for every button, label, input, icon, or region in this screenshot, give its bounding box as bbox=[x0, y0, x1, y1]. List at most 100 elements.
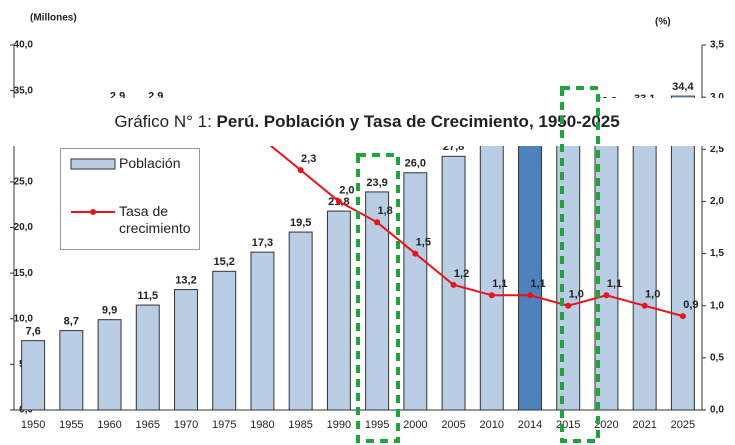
line-point bbox=[144, 104, 151, 111]
x-tick-label: 2010 bbox=[480, 419, 504, 431]
line-value-label: 1,0 bbox=[569, 289, 584, 301]
y2-axis-label: (%) bbox=[655, 17, 671, 28]
bar bbox=[594, 110, 619, 411]
y2-tick-label: 0,5 bbox=[710, 352, 724, 363]
x-tick-label: 2000 bbox=[403, 419, 427, 431]
bar-value-label: 15,2 bbox=[214, 256, 235, 268]
line-value-label: 2,9 bbox=[110, 90, 125, 102]
legend-swatch bbox=[71, 209, 115, 215]
bar bbox=[59, 330, 84, 411]
x-tick-label: 2025 bbox=[671, 419, 695, 431]
bar-value-label: 31,2 bbox=[558, 110, 579, 122]
y-tick-label: 25,0 bbox=[14, 177, 34, 188]
line-value-label: 1,1 bbox=[530, 278, 545, 290]
line-point bbox=[30, 135, 37, 142]
x-tick-label: 2014 bbox=[518, 419, 542, 431]
line-point bbox=[297, 167, 304, 174]
x-tick-label: 2020 bbox=[594, 419, 618, 431]
line-point bbox=[603, 292, 610, 299]
bar-value-label: 32,8 bbox=[596, 96, 617, 108]
line-point bbox=[68, 115, 75, 121]
x-tick-label: 2005 bbox=[441, 419, 465, 431]
bar bbox=[250, 251, 275, 411]
bar bbox=[518, 128, 542, 411]
bar-value-label: 13,2 bbox=[175, 274, 196, 286]
line-value-label: 1,0 bbox=[645, 289, 660, 301]
x-tick-label: 1960 bbox=[97, 419, 121, 431]
bar-value-label: 23,9 bbox=[366, 177, 387, 189]
bar bbox=[479, 140, 504, 411]
bar bbox=[556, 124, 581, 411]
line-point bbox=[335, 198, 342, 205]
bar-value-label: 30,8 bbox=[519, 114, 540, 126]
line-value-label: 2,6 bbox=[263, 122, 278, 134]
bar-value-label: 7,6 bbox=[25, 326, 40, 338]
line-value-label: 0,9 bbox=[683, 299, 698, 311]
legend-swatch bbox=[70, 158, 116, 170]
line-value-label: 1,5 bbox=[416, 236, 431, 248]
line-value-label: 2,0 bbox=[339, 184, 354, 196]
x-tick-label: 1985 bbox=[288, 419, 312, 431]
y2-tick-label: 2,5 bbox=[710, 144, 724, 155]
line-point bbox=[488, 292, 495, 299]
y-tick-label: 35,0 bbox=[14, 85, 34, 96]
line-point bbox=[565, 302, 572, 309]
bar-value-label: 29,5 bbox=[481, 126, 502, 138]
line-value-label: 2,8 bbox=[186, 101, 201, 113]
line-point bbox=[221, 125, 228, 132]
x-tick-label: 2021 bbox=[632, 419, 656, 431]
x-tick-label: 2015 bbox=[556, 419, 580, 431]
x-tick-label: 1980 bbox=[250, 419, 274, 431]
line-point bbox=[641, 302, 648, 309]
line-point bbox=[259, 135, 266, 142]
bar-value-label: 27,8 bbox=[443, 141, 464, 153]
bar bbox=[632, 107, 657, 411]
line-value-label: 1,8 bbox=[377, 205, 392, 217]
line-point bbox=[183, 115, 189, 121]
bar-value-label: 19,5 bbox=[290, 217, 311, 229]
legend-item: Población bbox=[69, 155, 204, 173]
line-point bbox=[412, 250, 419, 257]
bar bbox=[288, 231, 313, 411]
line-value-label: 2,9 bbox=[148, 90, 163, 102]
bar-value-label: 17,3 bbox=[252, 237, 273, 249]
line-value-label: 2,6 bbox=[33, 122, 48, 134]
y-tick-label: 20,0 bbox=[14, 222, 34, 233]
x-tick-label: 1955 bbox=[59, 419, 83, 431]
bar bbox=[670, 95, 695, 411]
line-point bbox=[527, 292, 533, 299]
y2-tick-label: 3,0 bbox=[710, 92, 724, 103]
bar-value-label: 8,7 bbox=[64, 316, 79, 328]
bar bbox=[403, 172, 428, 411]
line-value-label: 2,7 bbox=[225, 111, 240, 123]
bar bbox=[326, 210, 351, 411]
line-point bbox=[374, 219, 381, 226]
bar bbox=[21, 340, 46, 411]
bar-value-label: 33,1 bbox=[634, 93, 655, 105]
line-point bbox=[106, 104, 113, 111]
y2-tick-label: 2,0 bbox=[710, 196, 724, 207]
x-tick-label: 1965 bbox=[136, 419, 160, 431]
x-tick-label: 1970 bbox=[174, 419, 198, 431]
line-point bbox=[450, 281, 457, 288]
y-tick-label: 30,0 bbox=[14, 131, 34, 142]
y2-tick-label: 3,5 bbox=[710, 40, 724, 51]
y2-tick-label: 1,0 bbox=[710, 300, 724, 311]
x-tick-label: 1990 bbox=[327, 419, 351, 431]
y2-tick-label: 1,5 bbox=[710, 248, 724, 259]
bar-value-label: 11,5 bbox=[137, 290, 158, 302]
legend-item: Tasa de crecimiento bbox=[69, 203, 204, 237]
line-value-label: 1,2 bbox=[454, 268, 469, 280]
x-tick-label: 1975 bbox=[212, 419, 236, 431]
line-value-label: 1,1 bbox=[492, 278, 507, 290]
bar-value-label: 26,0 bbox=[405, 158, 426, 170]
line-value-label: 2,3 bbox=[301, 153, 316, 165]
bar bbox=[135, 304, 160, 411]
x-tick-label: 1995 bbox=[365, 419, 389, 431]
legend: Población Tasa de crecimiento bbox=[60, 148, 200, 250]
y-tick-label: 15,0 bbox=[14, 268, 34, 279]
bar bbox=[212, 270, 237, 411]
x-tick-label: 1950 bbox=[21, 419, 45, 431]
bar bbox=[174, 289, 198, 411]
